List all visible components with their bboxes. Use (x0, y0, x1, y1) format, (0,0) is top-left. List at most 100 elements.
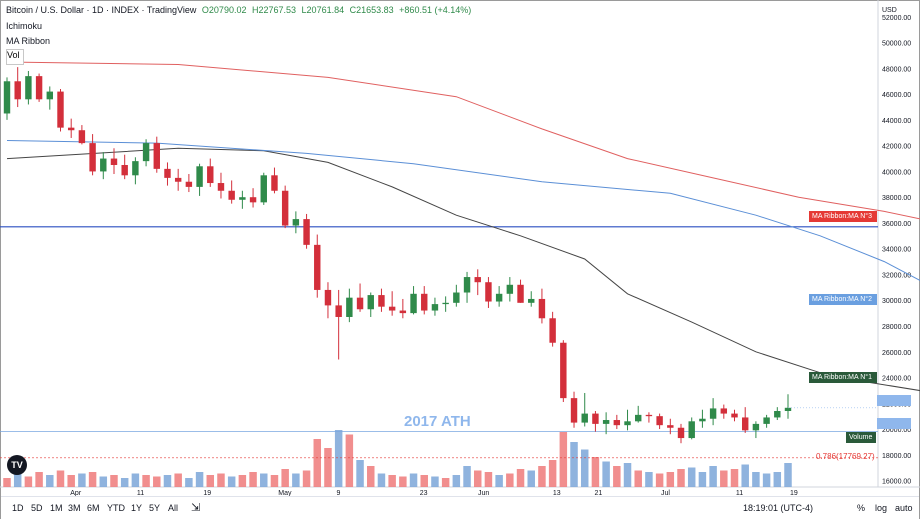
volume-bar (677, 469, 685, 487)
tf-1y[interactable]: 1Y (131, 503, 143, 513)
volume-bar (142, 475, 150, 487)
price-tick-label: 42000.00 (882, 144, 911, 151)
candle-body (164, 168, 171, 178)
candle-body (517, 284, 524, 303)
volume-bar (174, 473, 182, 487)
time-tick-label: Apr (70, 490, 82, 497)
ma-line (6, 140, 920, 282)
tf-6m[interactable]: 6M (87, 503, 100, 513)
volume-bar (24, 476, 33, 487)
tf-5d[interactable]: 5D (31, 503, 43, 513)
tf-1m[interactable]: 1M (50, 503, 63, 513)
candle-body (303, 219, 310, 245)
candle-body (453, 292, 460, 303)
indicator-vol[interactable]: Vol (6, 49, 24, 65)
symbol-legend[interactable]: Bitcoin / U.S. Dollar · 1D · INDEX · Tra… (6, 5, 474, 15)
volume-bar (56, 470, 65, 487)
candle-body (549, 318, 556, 343)
volume-bar (431, 476, 439, 487)
indicator-ma-ribbon[interactable]: MA Ribbon (6, 36, 51, 46)
price-axis-currency: USD (882, 7, 897, 14)
volume-bar (645, 472, 653, 487)
volume-bar (580, 449, 589, 487)
candle-body (442, 302, 449, 305)
candle-body (506, 284, 514, 294)
tf-3m[interactable]: 3M (68, 503, 81, 513)
volume-bar (3, 478, 11, 487)
candle-body (602, 420, 610, 424)
candle-body (153, 143, 160, 169)
volume-bar (356, 460, 364, 487)
symbol-title[interactable]: Bitcoin / U.S. Dollar · 1D · INDEX · Tra… (6, 5, 197, 15)
candle-body (142, 143, 150, 162)
ohlc-high: H22767.53 (251, 5, 297, 15)
candle-body (335, 305, 342, 317)
candle-body (346, 297, 353, 317)
ohlc-close: C21653.83 (349, 5, 394, 15)
log-toggle[interactable]: log (875, 503, 888, 513)
tradingview-logo[interactable]: TV (7, 455, 27, 475)
candle-body (421, 293, 428, 311)
date-range-icon[interactable]: ⇲ (191, 502, 201, 514)
volume-bar (730, 469, 739, 487)
tf-all[interactable]: All (168, 503, 179, 513)
tf-5y[interactable]: 5Y (149, 503, 161, 513)
candle-body (635, 414, 642, 422)
price-tick-label: 36000.00 (882, 221, 911, 228)
indicator-ichimoku[interactable]: Ichimoku (6, 21, 43, 31)
price-tick-label: 52000.00 (882, 15, 911, 22)
candle-body (495, 293, 503, 302)
candle-body (720, 408, 728, 414)
bottom-toolbar: 1D 5D 1M 3M 6M YTD 1Y 5Y All ⇲ 18:19:01 … (1, 496, 919, 519)
volume-bar (46, 475, 54, 487)
candle-body (239, 197, 246, 200)
price-tick-label: 50000.00 (882, 41, 911, 48)
candle-body (667, 425, 674, 428)
volume-bar (195, 472, 204, 487)
candle-body (699, 418, 706, 422)
volume-bar (217, 473, 225, 487)
ohlc-open: O20790.02 (201, 5, 247, 15)
volume-bar (409, 473, 418, 487)
candle-body (677, 427, 685, 439)
volume-bar (441, 478, 450, 487)
volume-bar (591, 457, 600, 487)
volume-bar (559, 431, 568, 487)
candle-body (185, 181, 193, 187)
time-tick-label: 11 (137, 490, 144, 497)
tf-1d[interactable]: 1D (12, 503, 24, 513)
candle-body (367, 295, 374, 310)
candle-body (731, 413, 738, 418)
candle-body (463, 277, 471, 293)
candle-body (121, 165, 128, 176)
tf-ytd[interactable]: YTD (107, 503, 125, 513)
candle-body (581, 413, 588, 423)
volume-bar (206, 475, 215, 487)
auto-toggle[interactable]: auto (895, 503, 913, 513)
percent-toggle[interactable]: % (857, 503, 866, 513)
volume-bar (570, 442, 578, 487)
candle-body (314, 244, 321, 290)
volume-bar (613, 466, 621, 487)
price-tick-label: 34000.00 (882, 247, 911, 254)
candle-body (196, 166, 203, 187)
volume-bar (634, 470, 642, 487)
volume-bar (698, 472, 707, 487)
volume-bar (762, 473, 771, 487)
volume-bar (399, 476, 407, 487)
volume-bar (495, 475, 503, 487)
volume-bar (13, 473, 22, 487)
price-tick-label: 44000.00 (882, 118, 911, 125)
volume-bar (741, 464, 749, 487)
time-tick-label: 9 (337, 490, 341, 497)
candle-body (592, 413, 599, 424)
volume-bar (324, 448, 332, 487)
volume-bar (260, 473, 268, 487)
volume-bar (752, 472, 760, 487)
price-tick-label: 18000.00 (882, 453, 911, 460)
price-tick-label: 40000.00 (882, 169, 911, 176)
candle-body (356, 297, 364, 310)
volume-bar (548, 460, 557, 487)
